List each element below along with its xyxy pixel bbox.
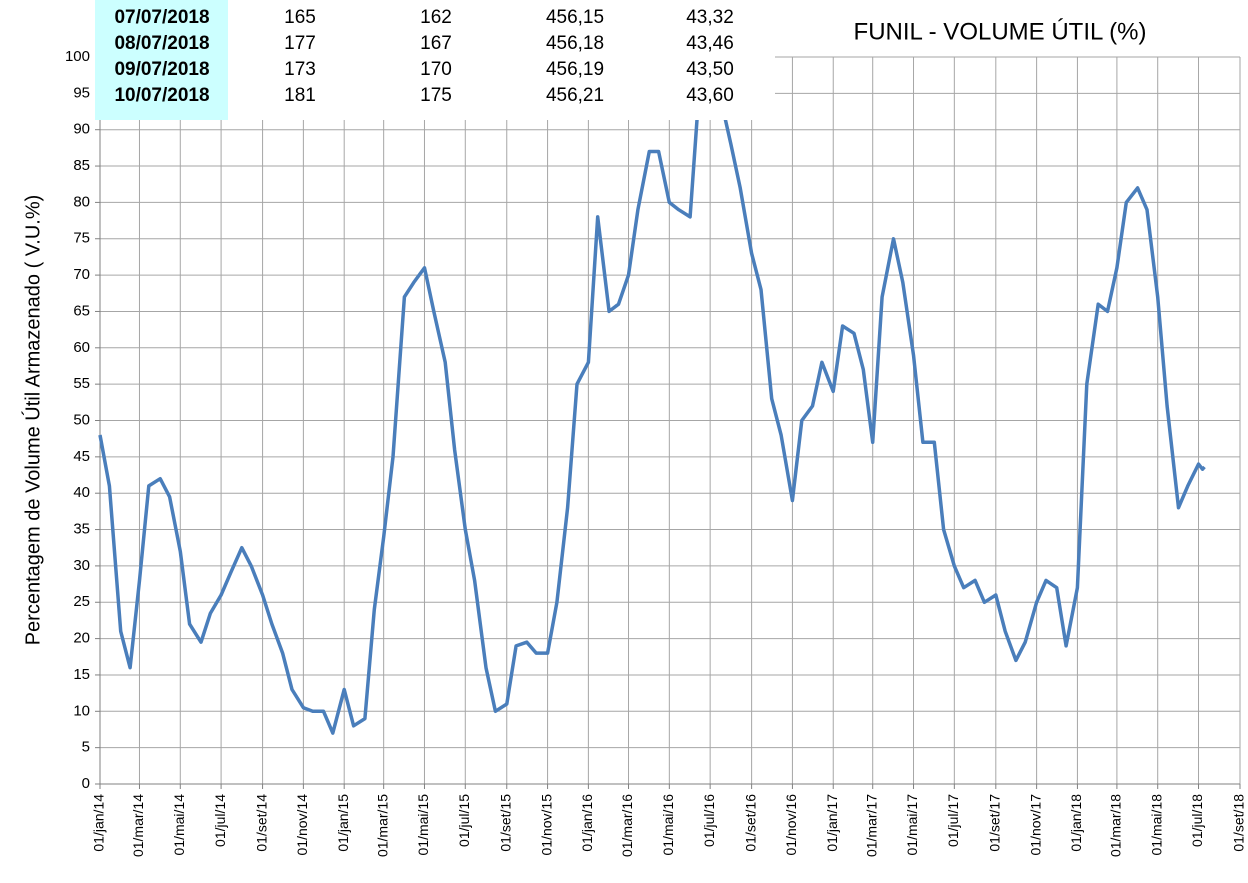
- date-cell: 10/07/2018: [114, 85, 209, 106]
- x-tick-label: 01/mar/14: [130, 794, 146, 857]
- x-tick-label: 01/jan/15: [335, 794, 351, 852]
- table-cell: 43,50: [686, 59, 734, 80]
- x-tick-label: 01/nov/16: [783, 794, 799, 856]
- y-axis-title: Percentagem de Volume Útil Armazenado ( …: [21, 195, 44, 646]
- y-tick-label: 30: [73, 557, 90, 574]
- date-cell: 08/07/2018: [114, 33, 209, 54]
- y-tick-label: 55: [73, 375, 90, 392]
- x-tick-label: 01/mar/16: [619, 794, 635, 857]
- x-tick-label: 01/jul/14: [212, 794, 228, 847]
- x-tick-label: 01/jul/18: [1189, 794, 1205, 847]
- y-tick-label: 95: [73, 84, 90, 101]
- x-tick-label: 01/set/18: [1231, 794, 1247, 852]
- x-tick-label: 01/nov/17: [1027, 794, 1043, 856]
- table-cell: 175: [420, 85, 452, 106]
- x-tick-label: 01/set/15: [497, 794, 513, 852]
- y-tick-label: 85: [73, 157, 90, 174]
- x-tick-label: 01/mai/14: [171, 794, 187, 856]
- table-cell: 456,19: [546, 59, 604, 80]
- table-cell: 181: [284, 85, 316, 106]
- y-tick-label: 80: [73, 193, 90, 210]
- x-tick-label: 01/mar/18: [1108, 794, 1124, 857]
- table-cell: 456,15: [546, 7, 604, 28]
- table-cell: 177: [284, 33, 316, 54]
- table-cell: 162: [420, 7, 452, 28]
- x-tick-label: 01/jul/16: [701, 794, 717, 847]
- table-cell: 43,32: [686, 7, 734, 28]
- y-tick-label: 75: [73, 230, 90, 247]
- y-tick-label: 65: [73, 302, 90, 319]
- table-cell: 170: [420, 59, 452, 80]
- y-tick-label: 15: [73, 666, 90, 683]
- x-tick-label: 01/jan/17: [824, 794, 840, 852]
- x-tick-label: 01/mar/15: [374, 794, 390, 857]
- y-tick-label: 20: [73, 630, 90, 647]
- table-cell: 165: [284, 7, 316, 28]
- x-tick-label: 01/jan/16: [579, 794, 595, 852]
- x-tick-label: 01/jan/14: [91, 794, 107, 852]
- y-tick-label: 5: [82, 739, 90, 756]
- table-cell: 167: [420, 33, 452, 54]
- y-tick-label: 50: [73, 411, 90, 428]
- x-tick-label: 01/jul/17: [945, 794, 961, 847]
- date-cell: 09/07/2018: [114, 59, 209, 80]
- table-cell: 456,18: [546, 33, 604, 54]
- y-tick-label: 70: [73, 266, 90, 283]
- data-line: [98, 69, 1206, 735]
- y-tick-label: 90: [73, 121, 90, 138]
- y-tick-label: 35: [73, 521, 90, 538]
- table-cell: 43,60: [686, 85, 734, 106]
- table-cell: 173: [284, 59, 316, 80]
- x-tick-label: 01/mai/17: [904, 794, 920, 856]
- data-table: 07/07/2018 165 162 456,15 43,32 08/07/2018 177…: [95, 0, 775, 120]
- x-tick-label: 01/set/17: [987, 794, 1003, 852]
- x-tick-label: 01/set/16: [742, 794, 758, 852]
- y-tick-label: 100: [65, 48, 90, 65]
- date-cell: 07/07/2018: [114, 7, 209, 28]
- x-tick-label: 01/jan/18: [1068, 794, 1084, 852]
- chart-title: FUNIL - VOLUME ÚTIL (%): [854, 18, 1147, 45]
- table-cell: 456,21: [546, 85, 604, 106]
- y-tick-label: 0: [82, 775, 90, 792]
- y-tick-label: 25: [73, 593, 90, 610]
- x-tick-label: 01/nov/14: [294, 794, 310, 856]
- plot-area: 0 5 10 15 20 25 30 35 40 45 50 55 60 65 70 75 80 85 90 95 10…: [65, 48, 1247, 857]
- table-cell: 43,46: [686, 33, 734, 54]
- x-tick-label: 01/mai/18: [1148, 794, 1164, 856]
- y-tick-label: 10: [73, 702, 90, 719]
- y-tick-label: 60: [73, 339, 90, 356]
- y-tick-label: 40: [73, 484, 90, 501]
- x-tick-label: 01/jul/15: [456, 794, 472, 847]
- x-tick-label: 01/mar/17: [863, 794, 879, 857]
- x-tick-label: 01/nov/15: [538, 794, 554, 856]
- x-tick-label: 01/set/14: [253, 794, 269, 852]
- date-column-background: [95, 0, 228, 120]
- x-tick-label: 01/mai/16: [660, 794, 676, 856]
- x-tick-label: 01/mai/15: [415, 794, 431, 856]
- y-tick-label: 45: [73, 448, 90, 465]
